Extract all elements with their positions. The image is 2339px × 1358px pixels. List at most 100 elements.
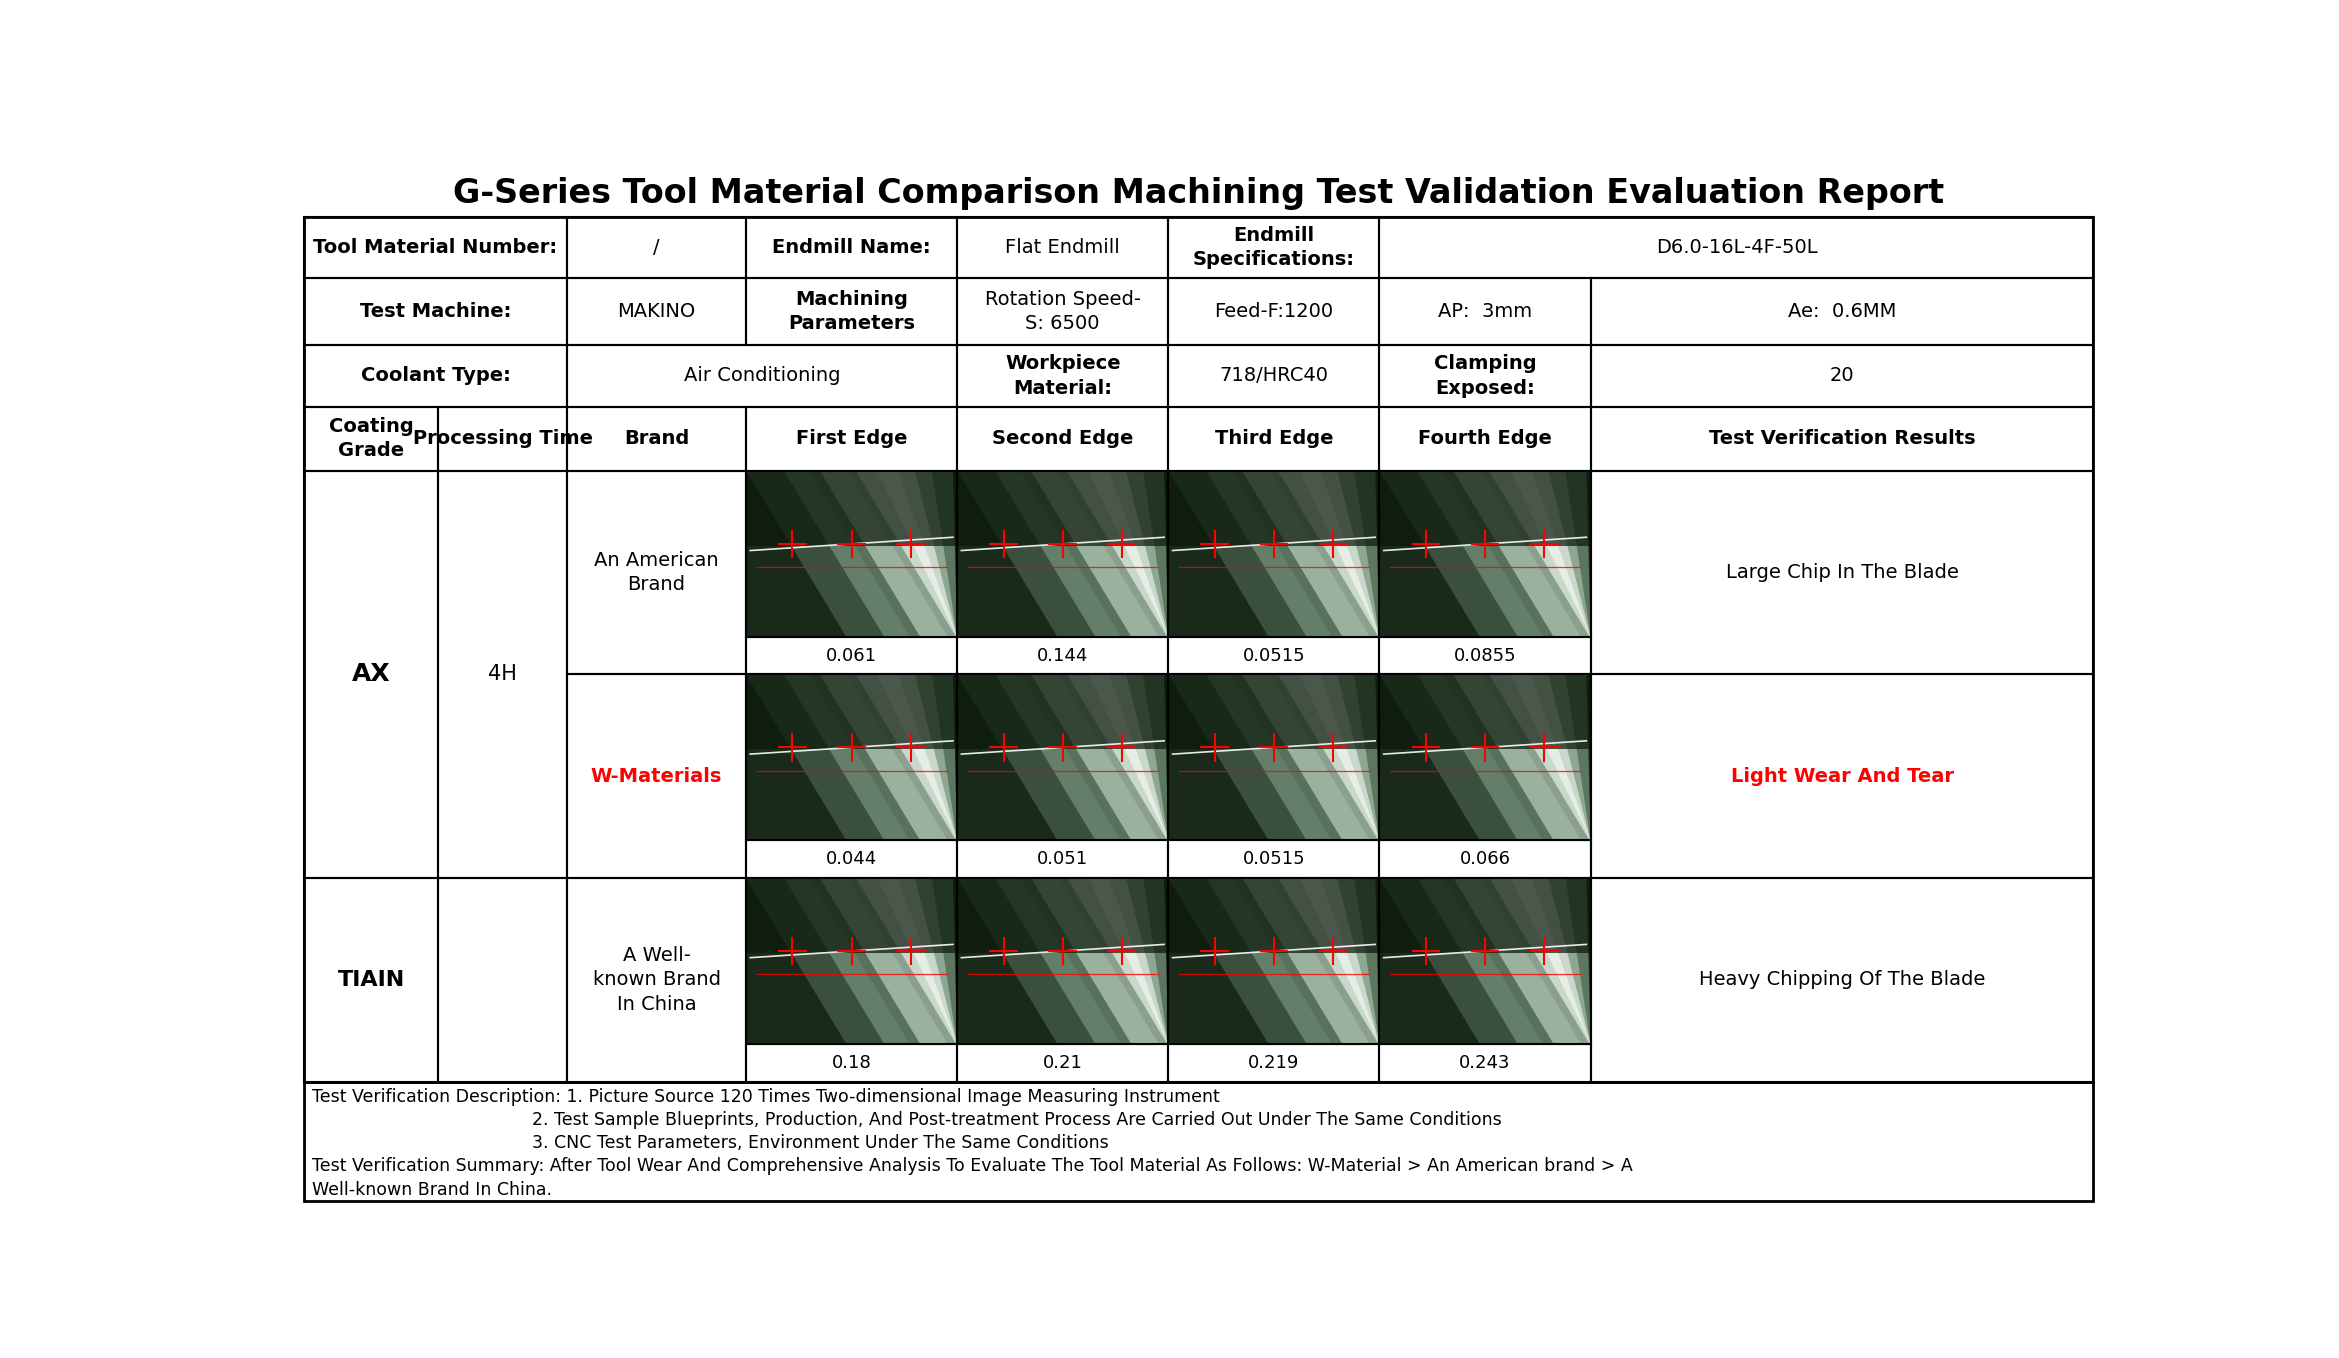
Polygon shape	[1338, 879, 1380, 1044]
Polygon shape	[1031, 471, 1167, 637]
Bar	[437, 406, 566, 471]
Bar	[957, 879, 1167, 1044]
Polygon shape	[1277, 471, 1380, 637]
Text: An American
Brand: An American Brand	[594, 551, 718, 595]
Bar	[304, 278, 566, 345]
Text: 0.0855: 0.0855	[1455, 646, 1516, 664]
Polygon shape	[915, 471, 957, 637]
Bar	[566, 278, 746, 345]
Polygon shape	[1167, 471, 1380, 546]
Polygon shape	[1207, 675, 1371, 841]
Text: Clamping
Exposed:: Clamping Exposed:	[1434, 354, 1537, 398]
Polygon shape	[1167, 675, 1331, 841]
Text: 20: 20	[1829, 367, 1855, 386]
Bar	[1167, 637, 1380, 675]
Bar	[957, 345, 1167, 406]
Bar	[1380, 841, 1591, 879]
Polygon shape	[915, 879, 957, 1044]
Polygon shape	[1242, 675, 1380, 841]
Polygon shape	[1532, 675, 1591, 841]
Bar	[1591, 675, 2093, 879]
Bar	[304, 345, 566, 406]
Polygon shape	[1031, 879, 1167, 1044]
Text: Heavy Chipping Of The Blade: Heavy Chipping Of The Blade	[1698, 970, 1986, 989]
Text: 0.044: 0.044	[826, 850, 877, 868]
Polygon shape	[1298, 675, 1380, 841]
Bar	[1380, 345, 1591, 406]
Text: Tool Material Number:: Tool Material Number:	[313, 238, 557, 257]
Polygon shape	[957, 471, 1120, 637]
Text: Endmill Name:: Endmill Name:	[772, 238, 931, 257]
Bar	[746, 471, 957, 637]
Polygon shape	[746, 471, 910, 637]
Text: Processing Time: Processing Time	[412, 429, 592, 448]
Polygon shape	[1532, 471, 1591, 637]
Polygon shape	[1511, 675, 1591, 841]
Text: 0.061: 0.061	[826, 646, 877, 664]
Polygon shape	[898, 675, 957, 841]
Polygon shape	[821, 471, 957, 637]
Polygon shape	[1453, 471, 1591, 637]
Polygon shape	[1338, 471, 1380, 637]
Bar	[957, 471, 1167, 637]
Bar	[1167, 406, 1380, 471]
Polygon shape	[1277, 675, 1380, 841]
Bar	[304, 217, 2093, 1081]
Polygon shape	[957, 675, 1120, 841]
Bar	[746, 879, 957, 1044]
Bar	[1380, 278, 1591, 345]
Text: Coolant Type:: Coolant Type:	[360, 367, 510, 386]
Text: AX: AX	[351, 663, 391, 686]
Bar	[1167, 471, 1380, 637]
Bar	[1591, 345, 2093, 406]
Polygon shape	[856, 675, 957, 841]
Bar	[957, 675, 1167, 841]
Bar	[957, 406, 1167, 471]
Text: 4H: 4H	[489, 664, 517, 684]
Polygon shape	[1453, 879, 1591, 1044]
Polygon shape	[746, 879, 910, 1044]
Polygon shape	[1380, 675, 1544, 841]
Polygon shape	[1277, 879, 1380, 1044]
Polygon shape	[1548, 471, 1591, 637]
Polygon shape	[1532, 879, 1591, 1044]
Polygon shape	[784, 471, 947, 637]
Polygon shape	[821, 879, 957, 1044]
Text: A Well-
known Brand
In China: A Well- known Brand In China	[592, 947, 720, 1013]
Bar	[1167, 278, 1380, 345]
Text: Second Edge: Second Edge	[992, 429, 1134, 448]
Polygon shape	[746, 675, 957, 750]
Polygon shape	[746, 879, 957, 953]
Bar	[1167, 675, 1380, 841]
Bar	[1167, 345, 1380, 406]
Polygon shape	[1088, 675, 1167, 841]
Text: 0.051: 0.051	[1036, 850, 1088, 868]
Polygon shape	[1298, 471, 1380, 637]
Bar	[746, 406, 957, 471]
Bar	[957, 217, 1167, 278]
Polygon shape	[1490, 675, 1591, 841]
Polygon shape	[877, 471, 957, 637]
Polygon shape	[1167, 879, 1380, 953]
Text: Air Conditioning: Air Conditioning	[683, 367, 840, 386]
Bar	[1380, 675, 1591, 841]
Polygon shape	[1511, 471, 1591, 637]
Bar	[1167, 1044, 1380, 1081]
Polygon shape	[1125, 879, 1167, 1044]
Polygon shape	[1511, 879, 1591, 1044]
Text: Test Verification Description: 1. Picture Source 120 Times Two-dimensional Image: Test Verification Description: 1. Pictur…	[311, 1089, 1219, 1107]
Polygon shape	[957, 879, 1120, 1044]
Polygon shape	[1319, 471, 1380, 637]
Bar	[1591, 879, 2093, 1081]
Bar	[1380, 879, 1591, 1044]
Text: Flat Endmill: Flat Endmill	[1006, 238, 1120, 257]
Polygon shape	[1548, 675, 1591, 841]
Polygon shape	[877, 879, 957, 1044]
Bar	[957, 637, 1167, 675]
Polygon shape	[1242, 471, 1380, 637]
Text: 0.243: 0.243	[1460, 1054, 1511, 1071]
Polygon shape	[1548, 879, 1591, 1044]
Polygon shape	[915, 675, 957, 841]
Bar	[1167, 471, 1380, 637]
Polygon shape	[1453, 675, 1591, 841]
